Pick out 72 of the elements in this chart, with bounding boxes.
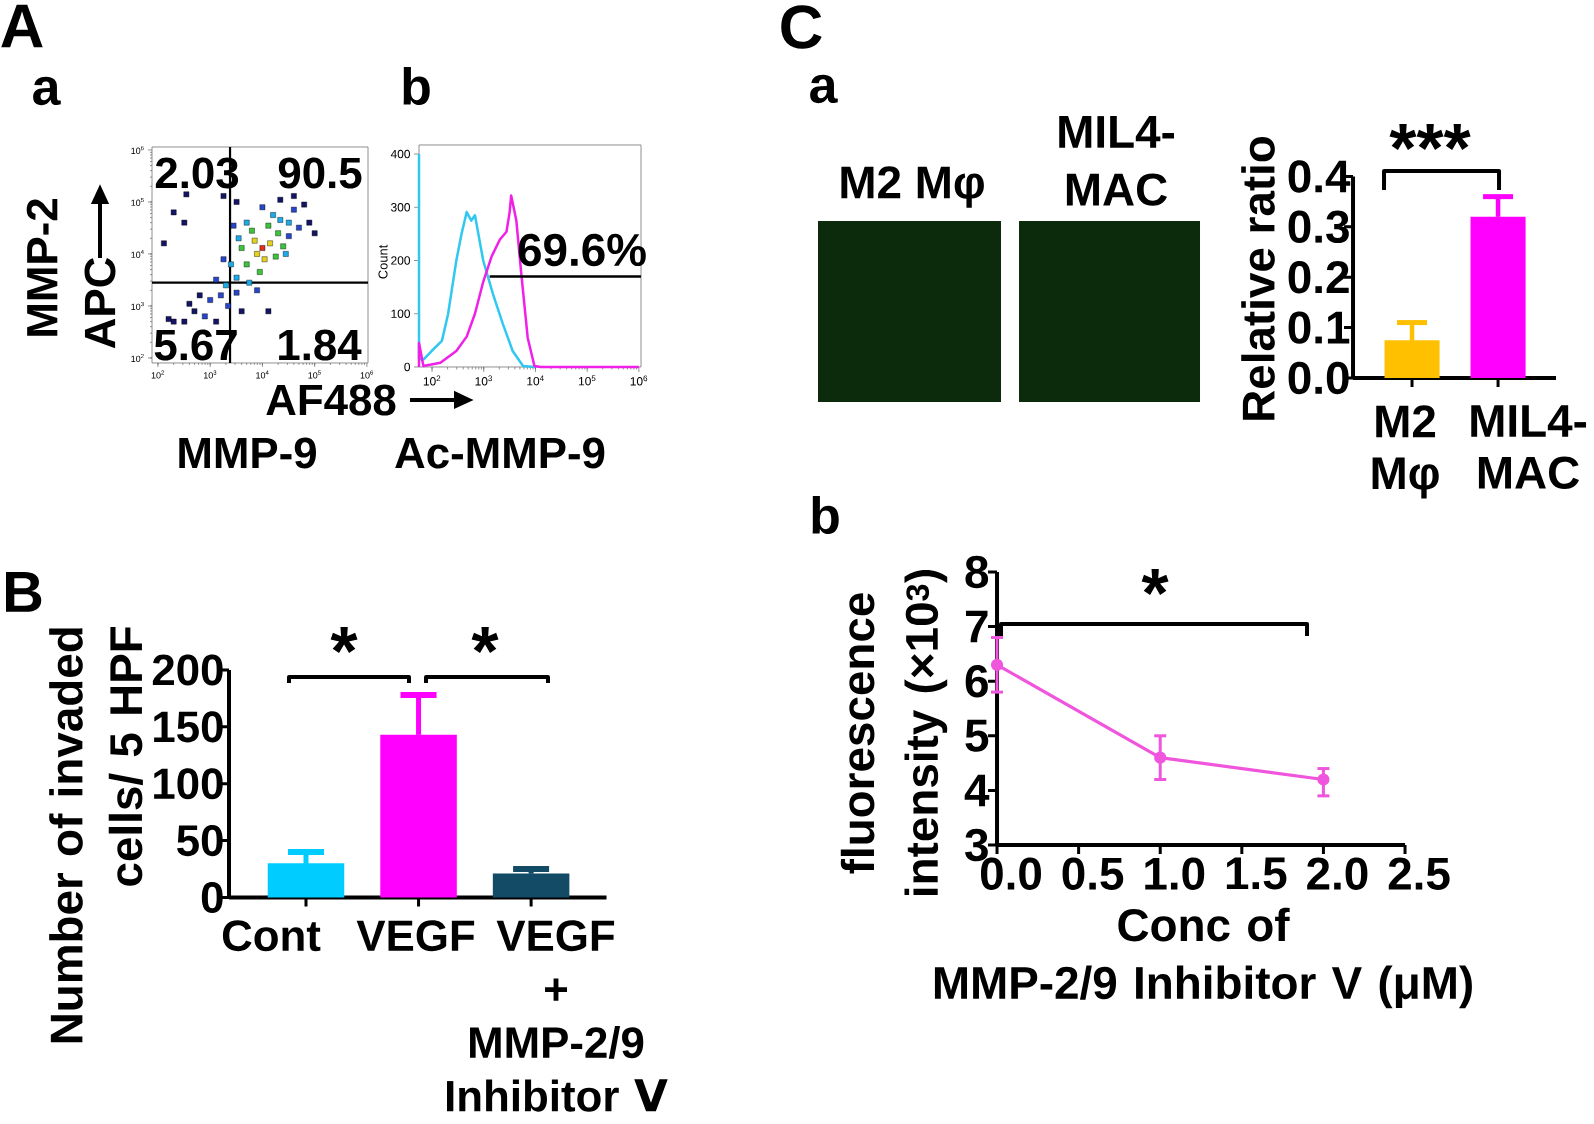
- y-tick-label: 0.2: [1288, 261, 1349, 294]
- x-axis-title: AF488: [266, 384, 396, 416]
- annotation: 1.84: [279, 329, 362, 361]
- text: B: [5, 572, 42, 612]
- text: MIL4- MAC: [1059, 116, 1175, 206]
- y-axis-title: Number of invaded cells/ 5 HPF: [49, 626, 143, 1043]
- x-tick-label: 10$^{6}$: [630, 375, 648, 386]
- y-tick-label: 0.1: [1288, 311, 1350, 344]
- point: [990, 658, 1004, 671]
- y-axis-title: Relative ratio: [1241, 136, 1275, 420]
- text: *: [330, 627, 358, 653]
- y-tick-label: 8: [965, 555, 989, 589]
- annotation: 90.5: [278, 157, 362, 189]
- x-tick-label: MIL4- MAC: [1471, 405, 1587, 489]
- text: ***: [1389, 124, 1471, 150]
- x-tick-label: VEGF: [356, 920, 475, 952]
- x-tick-label: 1.0: [1145, 857, 1205, 890]
- y-tick-label: 7: [965, 610, 988, 643]
- x-tick-label: 2.5: [1388, 857, 1450, 890]
- x-tick-label: 10$^{3}$: [475, 375, 493, 386]
- y-tick-label: 6: [965, 664, 988, 698]
- text: *: [471, 627, 499, 653]
- x-tick-label: 1.5: [1226, 857, 1287, 890]
- y-tick-label: 150: [154, 711, 223, 743]
- y-tick-label: 200: [152, 654, 223, 686]
- y-tick-label: 10$^{5}$: [131, 197, 144, 206]
- y-axis-title: Count: [378, 244, 388, 279]
- x-tick-label: Cont: [222, 920, 321, 952]
- point: [1317, 773, 1330, 786]
- y-axis-title: fluorescence intensity (×10$^{3}$): [840, 570, 948, 895]
- y-tick-label: 10$^{6}$: [131, 145, 144, 154]
- annotation: *: [1141, 569, 1169, 595]
- y-tick-label: 10$^{3}$: [131, 301, 144, 310]
- x-tick-label: 10$^{3}$: [203, 370, 217, 379]
- y-tick-label: 0: [201, 881, 223, 914]
- y-tick-label: 4: [964, 774, 990, 807]
- x-tick-label: 10$^{4}$: [527, 375, 544, 386]
- x-tick-label: 10$^{5}$: [578, 375, 596, 386]
- bar: [267, 863, 345, 898]
- x-tick-label: 10$^{2}$: [423, 375, 441, 386]
- x-tick-label: 10$^{5}$: [308, 370, 321, 379]
- y-tick-label: 400: [390, 149, 411, 159]
- text: b: [812, 495, 839, 535]
- y-tick-label: 0: [404, 362, 411, 372]
- text: MMP-9: [179, 437, 316, 469]
- y-tick-label: 5: [965, 719, 989, 752]
- text: C: [781, 5, 822, 49]
- text: Ac-MMP-9: [395, 437, 605, 469]
- bar: [380, 734, 457, 898]
- text: a: [810, 74, 838, 104]
- y-axis-title: APC: [84, 257, 116, 349]
- text: a: [33, 76, 61, 106]
- y-tick-label: 300: [391, 203, 411, 212]
- point: [1154, 751, 1167, 764]
- y-tick-label: 100: [391, 309, 411, 318]
- text: b: [403, 66, 430, 105]
- x-tick-label: 10$^{6}$: [360, 370, 374, 379]
- x-tick-label: 0.5: [1062, 857, 1124, 890]
- x-axis-title: Conc of MMP-2/9 Inhibitor V (μM): [934, 907, 1472, 1009]
- y-tick-label: 0.3: [1288, 210, 1349, 244]
- y-tick-label: 0.4: [1288, 160, 1351, 193]
- x-tick-label: M2 Mφ: [1372, 405, 1439, 499]
- y-tick-label: 50: [177, 825, 223, 857]
- text: MMP-2: [26, 199, 58, 336]
- y-tick-label: 10$^{2}$: [131, 353, 144, 362]
- x-tick-label: 2.0: [1307, 857, 1368, 890]
- text: M2 Mφ: [841, 166, 984, 208]
- y-tick-label: 100: [154, 768, 223, 800]
- text: A: [1, 4, 43, 48]
- y-tick-label: 10$^{4}$: [131, 249, 144, 258]
- x-tick-label: 10$^{4}$: [256, 370, 269, 379]
- y-tick-label: 200: [391, 256, 411, 265]
